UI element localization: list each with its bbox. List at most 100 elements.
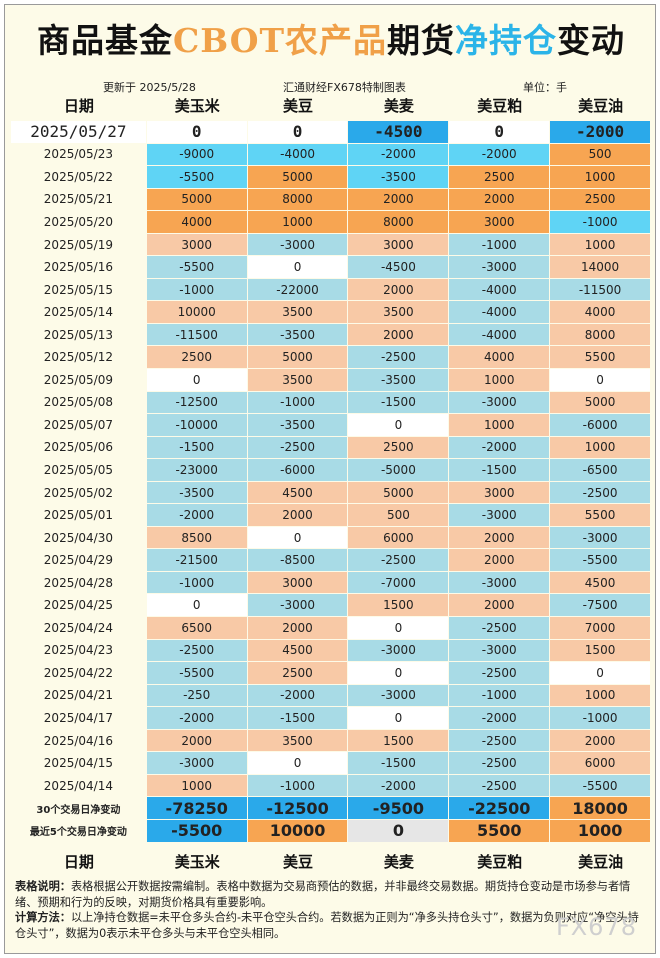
value-cell-soybean: 8000 [247,188,349,212]
value-cell-wheat: 2000 [348,278,450,302]
value-cell-corn: 2000 [146,729,248,753]
value-cell-wheat: 2000 [348,188,450,212]
value-cell-corn: 2500 [146,346,248,370]
total-cell-soybean: 10000 [247,819,349,843]
table-row: 2025/05/06 -1500 -2500 2500 -2000 1000 [11,436,651,460]
value-cell-soybean: -6000 [247,459,349,482]
value-cell-soybean: 4500 [247,639,349,663]
total-label: 30个交易日净变动 [11,797,147,820]
value-cell-corn: -1000 [146,571,248,595]
table-row: 2025/05/05 -23000 -6000 -5000 -1500 -6500 [11,459,651,482]
value-cell-wheat: -4500 [348,256,450,279]
header-soymeal: 美豆粕 [477,97,523,115]
notes: 表格说明：表格根据公开数据按需编制。表格中数据为交易商预估的数据，并非最终交易数… [15,879,647,941]
value-cell-soybean: 3000 [247,571,349,595]
value-cell-soymeal: -4000 [449,278,551,302]
title-part-1: 商品基金 [36,21,173,60]
value-cell-corn: 1000 [146,774,248,798]
value-cell-soymeal: 3000 [449,481,551,505]
date-cell: 2025/05/12 [11,346,147,370]
value-cell-wheat: 3000 [348,233,450,257]
table-row: 2025/04/17 -2000 -1500 0 -2000 -1000 [11,707,651,730]
total-cell-soymeal: 5500 [449,819,551,843]
title-part-4: 净持仓 [455,21,558,60]
date-cell: 2025/05/27 [11,121,147,144]
value-cell-soybean: 5000 [247,346,349,370]
date-cell: 2025/05/05 [11,459,147,482]
value-cell-wheat: -5000 [348,459,450,482]
value-cell-soymeal: -3000 [449,504,551,527]
table-note: 表格说明：表格根据公开数据按需编制。表格中数据为交易商预估的数据，并非最终交易数… [15,879,647,910]
title-part-5: 变动 [557,21,626,60]
value-cell-corn: -5500 [146,662,248,685]
value-cell-soymeal: -1000 [449,233,551,257]
value-cell-soymeal: -2000 [449,707,551,730]
table-row: 2025/04/29 -21500 -8500 -2500 2000 -5500 [11,549,651,572]
value-cell-corn: -2500 [146,639,248,663]
value-cell-wheat: 8000 [348,211,450,234]
value-cell-soymeal: 0 [449,121,551,144]
date-cell: 2025/04/25 [11,594,147,618]
value-cell-corn: -2000 [146,707,248,730]
table-row: 2025/04/14 1000 -1000 -2000 -2500 -5500 [11,774,651,798]
header-row-top: 日期 美玉米 美豆 美麦 美豆粕 美豆油 [11,95,651,117]
value-cell-corn: 0 [146,121,248,144]
value-cell-soyoil: -11500 [550,278,651,302]
value-cell-corn: 0 [146,594,248,618]
table-note-text: 表格根据公开数据按需编制。表格中数据为交易商预估的数据，并非最终交易数据。期货持… [15,880,631,909]
value-cell-soyoil: 2500 [550,188,651,212]
value-cell-wheat: -3000 [348,639,450,663]
date-cell: 2025/04/14 [11,774,147,798]
value-cell-soybean: -1000 [247,774,349,798]
value-cell-wheat: 5000 [348,481,450,505]
value-cell-corn: 8500 [146,526,248,550]
value-cell-soyoil: 1000 [550,233,651,257]
total-cell-wheat: 0 [348,819,450,843]
value-cell-soymeal: 1000 [449,414,551,437]
date-cell: 2025/04/23 [11,639,147,663]
value-cell-wheat: 2500 [348,436,450,460]
value-cell-corn: -3000 [146,752,248,775]
date-cell: 2025/04/24 [11,617,147,640]
header-soyoil: 美豆油 [578,97,624,115]
table-row: 2025/05/07 -10000 -3500 0 1000 -6000 [11,414,651,437]
table-row: 2025/05/08 -12500 -1000 -1500 -3000 5000 [11,391,651,415]
total-cell-soymeal: -22500 [449,797,551,820]
table-row: 2025/05/12 2500 5000 -2500 4000 5500 [11,346,651,370]
value-cell-wheat: -2500 [348,549,450,572]
value-cell-soyoil: 5500 [550,346,651,370]
footer-header-corn: 美玉米 [174,853,220,871]
value-cell-soymeal: -3000 [449,391,551,415]
total-cell-soyoil: 18000 [550,797,651,820]
value-cell-wheat: 1500 [348,594,450,618]
value-cell-soyoil: 1500 [550,639,651,663]
unit-label: 单位：手 [523,81,567,94]
table-row: 2025/05/20 4000 1000 8000 3000 -1000 [11,211,651,234]
table-row: 2025/04/15 -3000 0 -1500 -2500 6000 [11,752,651,775]
value-cell-soyoil: -2500 [550,481,651,505]
value-cell-wheat: -2000 [348,774,450,798]
value-cell-corn: -1500 [146,436,248,460]
value-cell-soymeal: -2500 [449,752,551,775]
value-cell-wheat: -1500 [348,752,450,775]
value-cell-soyoil: 7000 [550,617,651,640]
value-cell-soyoil: -5500 [550,774,651,798]
chart-title: 商品基金CBOT农产品期货净持仓变动 [5,19,657,63]
value-cell-corn: 0 [146,369,248,392]
date-cell: 2025/05/19 [11,233,147,257]
value-cell-soymeal: 4000 [449,346,551,370]
table-row: 2025/04/24 6500 2000 0 -2500 7000 [11,617,651,640]
value-cell-soybean: -4000 [247,143,349,167]
table-row: 2025/05/27 0 0 -4500 0 -2000 [11,121,651,144]
table-note-label: 表格说明： [15,880,71,893]
value-cell-soymeal: -3000 [449,256,551,279]
value-cell-soybean: 4500 [247,481,349,505]
value-cell-corn: -5500 [146,166,248,189]
value-cell-soyoil: -5500 [550,549,651,572]
date-cell: 2025/04/21 [11,684,147,708]
value-cell-soymeal: -2000 [449,143,551,167]
value-cell-wheat: 500 [348,504,450,527]
value-cell-wheat: -7000 [348,571,450,595]
table-row: 2025/04/25 0 -3000 1500 2000 -7500 [11,594,651,618]
value-cell-soyoil: 8000 [550,323,651,347]
